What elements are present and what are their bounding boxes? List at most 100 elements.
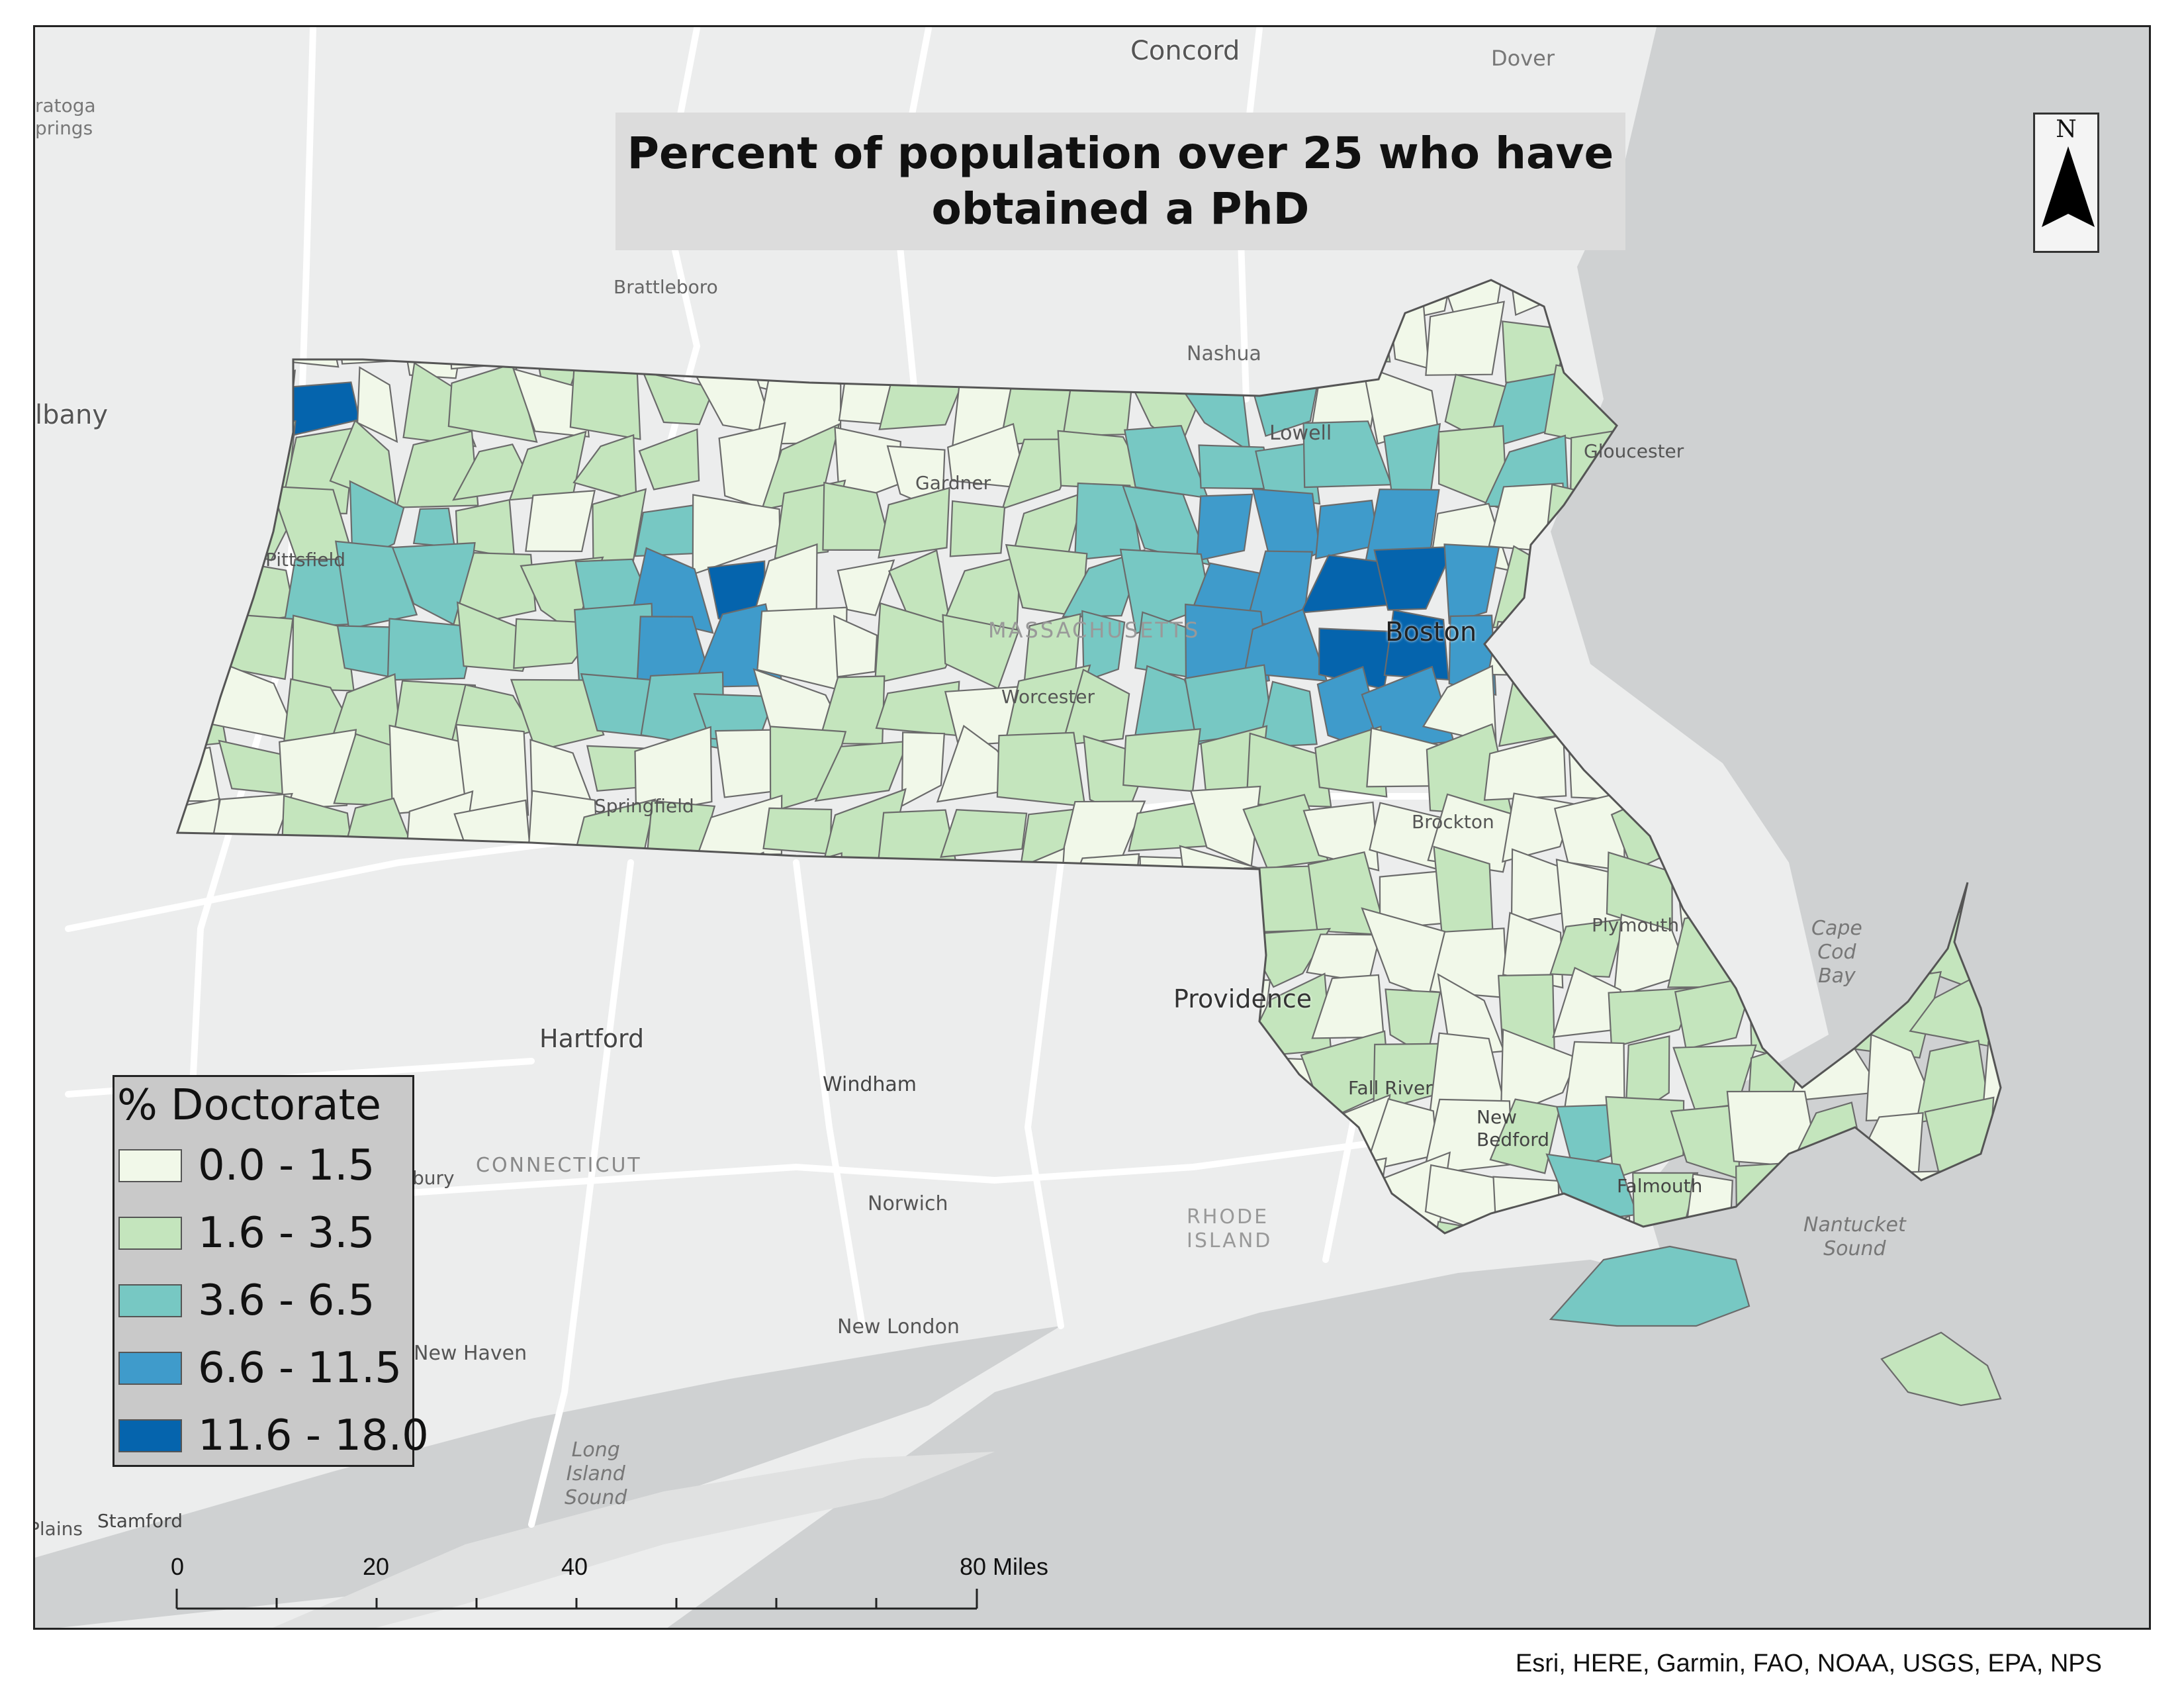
town-polygon [447,362,538,443]
town-polygon [819,915,891,994]
town-polygon [874,602,966,684]
place-label: Nashua [1187,342,1261,365]
town-polygon [754,970,837,1062]
town-polygon [219,855,281,910]
town-polygon [338,317,416,365]
town-polygon [281,794,356,871]
town-polygon [878,369,966,430]
town-polygon [1056,320,1145,387]
town-polygon [960,320,1005,375]
town-polygon [882,312,966,374]
town-polygon [1729,912,1815,992]
town-polygon [177,301,225,387]
town-polygon [901,731,946,808]
town-polygon [577,1060,653,1100]
town-polygon [947,867,1019,938]
town-polygon [516,916,605,999]
town-polygon [875,928,964,986]
north-label: N [2056,116,2077,143]
town-polygon [835,1239,903,1305]
town-polygon [523,280,594,320]
town-polygon [349,480,405,565]
scale-tick-label: 20 [363,1553,390,1580]
town-polygon [205,930,300,986]
town-polygon [335,540,418,630]
town-polygon [837,559,895,616]
town-polygon [177,608,215,697]
place-label: CONNECTICUT [476,1154,642,1177]
town-polygon [936,1036,1023,1121]
legend: % Doctorate 0.0 - 1.5 1.6 - 3.5 3.6 - 6.… [113,1075,429,1467]
place-label: Nantucket Sound [1803,1213,1906,1260]
place-label: Dover [1491,46,1555,71]
town-polygon [326,919,397,993]
place-label: Springfield [594,795,694,817]
town-polygon [814,740,909,802]
town-polygon [514,845,578,929]
town-polygon [756,301,826,370]
town-polygon [634,726,713,817]
town-polygon [953,923,1026,1001]
town-polygon [1443,543,1500,625]
town-polygon [1122,727,1201,792]
place-label: Windham [823,1073,917,1096]
town-polygon [833,614,878,678]
town-polygon [273,908,353,993]
town-polygon [875,680,960,736]
town-polygon [389,280,461,330]
legend-swatch [118,1149,182,1182]
town-polygon [279,729,357,810]
place-label: MASSACHUSETTS [988,618,1201,643]
town-polygon [760,1225,848,1233]
town-polygon [1005,297,1073,375]
town-polygon [512,367,590,438]
town-polygon [639,1157,708,1227]
town-polygon [828,314,906,385]
town-polygon [1549,918,1626,978]
water-body [35,1326,1061,1628]
town-polygon [1605,1096,1685,1180]
town-polygon [1059,976,1136,1063]
basemap [35,27,2149,1628]
town-polygon [229,369,296,451]
town-polygon [508,430,587,501]
town-polygon [1185,1039,1269,1119]
town-polygon [649,922,705,974]
town-polygon [227,419,296,494]
town-polygon [454,1029,514,1114]
town-polygon [698,1051,755,1116]
town-polygon [588,306,653,372]
legend-item: 3.6 - 6.5 [118,1276,375,1325]
town-polygon [833,1109,885,1165]
place-label: Norwich [868,1192,948,1215]
legend-swatch [118,1217,182,1250]
legend-swatch [118,1419,182,1452]
town-polygon [1608,986,1698,1049]
town-polygon [715,924,788,998]
town-polygon [641,371,715,426]
map-title: Percent of population over 25 who have o… [615,113,1625,250]
town-polygon [996,731,1086,808]
town-polygon [469,280,524,324]
legend-label: 3.6 - 6.5 [198,1276,375,1325]
scale-tick-label: 0 [171,1553,185,1580]
town-polygon [1060,1230,1133,1233]
map-frame[interactable]: Concord Dover ratoga prings lbany Brattlebor… [33,25,2151,1630]
town-polygon [1505,280,1556,316]
place-label: Hartford [539,1024,645,1053]
town-polygon [637,1228,724,1233]
town-polygon [393,855,477,934]
town-polygon [464,984,532,1062]
town-polygon [1299,554,1391,614]
town-polygon [387,618,477,681]
town-polygon [451,859,532,929]
town-polygon [878,487,950,559]
legend-label: 11.6 - 18.0 [198,1411,429,1460]
town-polygon [1487,620,1569,677]
place-label: Pittsfield [265,549,346,571]
town-polygon [1498,670,1555,747]
town-polygon [413,927,473,988]
town-polygon [510,679,605,752]
town-polygon [466,906,537,998]
town-polygon [700,1089,785,1180]
